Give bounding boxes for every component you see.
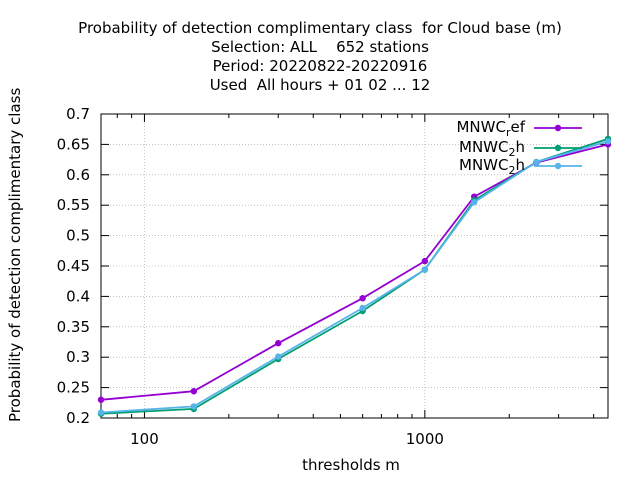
x-tick-label: 100 <box>130 430 159 448</box>
y-tick-label: 0.6 <box>66 166 90 184</box>
series-line <box>100 143 609 401</box>
legend-label: MNWCref <box>385 118 525 139</box>
y-tick-label: 0.2 <box>66 409 90 427</box>
data-point <box>471 198 478 206</box>
data-point <box>275 340 282 347</box>
legend-label-subscript: 2 <box>508 146 516 159</box>
y-tick-label: 0.4 <box>66 287 90 305</box>
legend-label-main: MNWC <box>459 138 509 156</box>
data-point <box>97 396 105 403</box>
y-tick-label: 0.5 <box>66 227 90 245</box>
series-line <box>100 138 609 415</box>
x-tick-label: 1000 <box>406 430 444 448</box>
data-point <box>97 409 105 416</box>
data-point <box>421 257 429 265</box>
data-point <box>604 138 612 145</box>
data-point <box>190 403 198 410</box>
data-point <box>533 158 540 166</box>
series-line <box>100 140 609 414</box>
y-tick-label: 0.3 <box>66 348 90 366</box>
y-axis-label: Probability of detection complimentary c… <box>6 87 24 422</box>
legend-marker <box>554 144 562 152</box>
y-tick-label: 0.55 <box>57 196 90 214</box>
legend-label-main: MNWC <box>459 156 509 174</box>
y-tick-label: 0.45 <box>57 257 90 275</box>
legend-label-tail: h <box>515 156 525 174</box>
title-line-1: Probability of detection complimentary c… <box>78 19 562 37</box>
legend-label-subscript: 2 <box>508 164 516 177</box>
y-tick-label: 0.7 <box>66 105 90 123</box>
data-point <box>421 266 429 273</box>
y-tick-label: 0.35 <box>57 318 90 336</box>
legend-label-tail: h <box>515 138 525 156</box>
title-line-3: Period: 20220822-20220916 <box>212 57 428 75</box>
title-line-2: Selection: ALL 652 stations <box>211 38 429 56</box>
legend-label-subscript: r <box>505 126 511 139</box>
legend-label: MNWC2h <box>385 156 525 177</box>
legend-marker <box>554 124 562 132</box>
data-point <box>275 353 282 360</box>
title-line-4: Used All hours + 01 02 ... 12 <box>209 76 431 94</box>
plot-frame <box>100 113 609 419</box>
data-point <box>359 304 366 312</box>
y-tick-label: 0.25 <box>57 379 90 397</box>
data-point <box>359 295 366 302</box>
legend-label: MNWC2h <box>385 138 525 159</box>
legend-label-tail: ef <box>510 118 525 136</box>
legend-marker <box>554 162 562 170</box>
y-tick-label: 0.65 <box>57 135 90 153</box>
data-point <box>190 388 198 395</box>
legend-label-main: MNWC <box>456 118 506 136</box>
x-axis-label: thresholds m <box>302 456 400 474</box>
